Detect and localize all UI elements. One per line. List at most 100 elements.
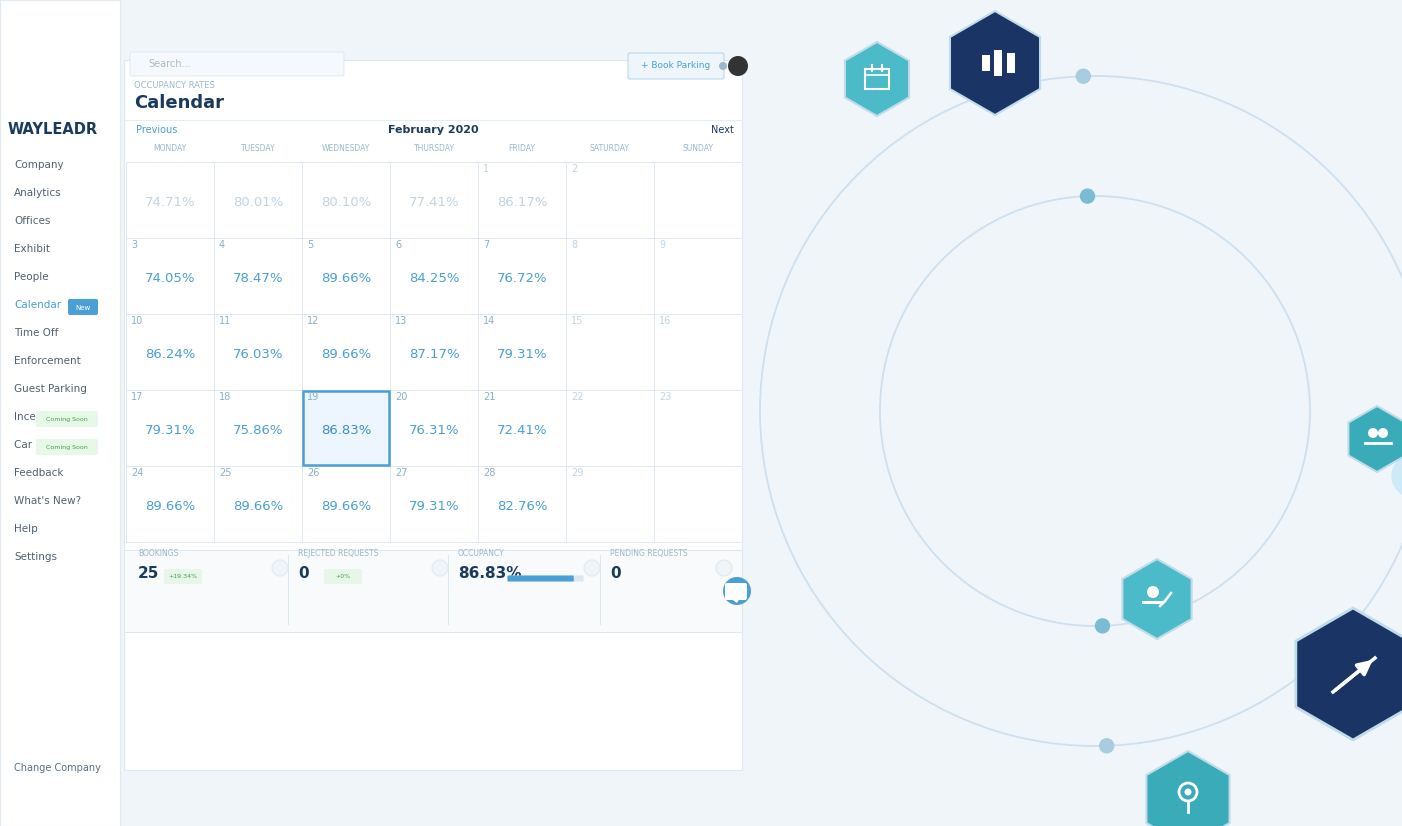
- Text: 76.72%: 76.72%: [496, 272, 547, 284]
- Circle shape: [1392, 455, 1402, 497]
- Text: 19: 19: [307, 392, 320, 402]
- Text: 12: 12: [307, 316, 320, 326]
- Text: 9: 9: [659, 240, 665, 250]
- Polygon shape: [951, 11, 1040, 115]
- Circle shape: [728, 56, 749, 76]
- Text: New: New: [76, 305, 91, 311]
- Text: Settings: Settings: [14, 552, 57, 562]
- Text: 16: 16: [659, 316, 672, 326]
- FancyBboxPatch shape: [164, 569, 202, 584]
- Text: 25: 25: [137, 566, 160, 581]
- Text: What's New?: What's New?: [14, 496, 81, 506]
- Text: FRIDAY: FRIDAY: [509, 144, 536, 153]
- Text: Incentives: Incentives: [14, 412, 67, 422]
- Text: 15: 15: [571, 316, 583, 326]
- Text: Time Off: Time Off: [14, 328, 59, 338]
- Text: 79.31%: 79.31%: [409, 500, 460, 512]
- Text: 75.86%: 75.86%: [233, 424, 283, 436]
- FancyBboxPatch shape: [123, 60, 742, 770]
- FancyBboxPatch shape: [36, 439, 98, 455]
- Text: 0: 0: [299, 566, 308, 581]
- Text: 21: 21: [484, 392, 495, 402]
- Text: 78.47%: 78.47%: [233, 272, 283, 284]
- Circle shape: [1368, 428, 1378, 438]
- Text: 86.83%: 86.83%: [321, 424, 372, 436]
- Text: Enforcement: Enforcement: [14, 356, 81, 366]
- Text: Calendar: Calendar: [135, 94, 224, 112]
- FancyBboxPatch shape: [36, 411, 98, 427]
- Text: 3: 3: [130, 240, 137, 250]
- Text: Coming Soon: Coming Soon: [46, 445, 88, 450]
- Polygon shape: [1147, 751, 1230, 826]
- Text: 25: 25: [219, 468, 231, 478]
- Text: 82.76%: 82.76%: [496, 500, 547, 512]
- Text: THURSDAY: THURSDAY: [414, 144, 454, 153]
- Text: 80.01%: 80.01%: [233, 196, 283, 208]
- Text: Exhibit: Exhibit: [14, 244, 50, 254]
- FancyBboxPatch shape: [324, 569, 362, 584]
- Text: 89.66%: 89.66%: [144, 500, 195, 512]
- Text: 11: 11: [219, 316, 231, 326]
- Text: 20: 20: [395, 392, 408, 402]
- Text: 74.71%: 74.71%: [144, 196, 195, 208]
- Text: 6: 6: [395, 240, 401, 250]
- Text: 7: 7: [484, 240, 489, 250]
- Text: Next: Next: [711, 125, 735, 135]
- Text: OCCUPANCY: OCCUPANCY: [458, 549, 505, 558]
- Text: WAYLEADR: WAYLEADR: [8, 122, 98, 137]
- Text: 23: 23: [659, 392, 672, 402]
- Circle shape: [432, 560, 449, 576]
- Text: 26: 26: [307, 468, 320, 478]
- Text: 79.31%: 79.31%: [496, 348, 547, 360]
- Text: MONDAY: MONDAY: [153, 144, 186, 153]
- Text: Offices: Offices: [14, 216, 50, 226]
- Circle shape: [1185, 789, 1192, 795]
- Bar: [865, 69, 889, 89]
- Polygon shape: [730, 598, 740, 603]
- Text: 22: 22: [571, 392, 583, 402]
- Text: People: People: [14, 272, 49, 282]
- Text: 17: 17: [130, 392, 143, 402]
- FancyBboxPatch shape: [130, 52, 343, 76]
- Text: 77.41%: 77.41%: [409, 196, 460, 208]
- Text: 86.17%: 86.17%: [496, 196, 547, 208]
- Text: Previous: Previous: [136, 125, 178, 135]
- Bar: [981, 55, 990, 71]
- Polygon shape: [1123, 559, 1192, 639]
- FancyBboxPatch shape: [628, 53, 723, 79]
- Text: 86.83%: 86.83%: [458, 566, 522, 581]
- Text: 76.31%: 76.31%: [409, 424, 460, 436]
- Text: 18: 18: [219, 392, 231, 402]
- Text: 0: 0: [610, 566, 621, 581]
- Circle shape: [1147, 586, 1159, 598]
- Text: 27: 27: [395, 468, 408, 478]
- Circle shape: [716, 560, 732, 576]
- Text: Coming Soon: Coming Soon: [46, 417, 88, 422]
- Circle shape: [1099, 738, 1113, 752]
- Text: 4: 4: [219, 240, 226, 250]
- Circle shape: [719, 62, 728, 70]
- Text: Analytics: Analytics: [14, 188, 62, 198]
- Text: Change Company: Change Company: [14, 763, 101, 773]
- Text: 1: 1: [484, 164, 489, 174]
- Text: PENDING REQUESTS: PENDING REQUESTS: [610, 549, 687, 558]
- Text: 76.03%: 76.03%: [233, 348, 283, 360]
- Circle shape: [1329, 637, 1343, 651]
- Bar: [994, 50, 1002, 76]
- Circle shape: [1095, 619, 1109, 633]
- Circle shape: [1077, 69, 1091, 83]
- Text: 89.66%: 89.66%: [321, 272, 372, 284]
- Text: 79.31%: 79.31%: [144, 424, 195, 436]
- Text: 87.17%: 87.17%: [409, 348, 460, 360]
- Circle shape: [585, 560, 600, 576]
- Text: 72.41%: 72.41%: [496, 424, 547, 436]
- Text: 80.10%: 80.10%: [321, 196, 372, 208]
- Text: 89.66%: 89.66%: [321, 500, 372, 512]
- Text: +0%: +0%: [335, 574, 350, 579]
- Text: 86.24%: 86.24%: [144, 348, 195, 360]
- Text: Car Pooling: Car Pooling: [14, 440, 73, 450]
- Text: WEDNESDAY: WEDNESDAY: [322, 144, 370, 153]
- Text: + Book Parking: + Book Parking: [641, 61, 711, 70]
- Text: OCCUPANCY RATES: OCCUPANCY RATES: [135, 81, 215, 90]
- Text: 10: 10: [130, 316, 143, 326]
